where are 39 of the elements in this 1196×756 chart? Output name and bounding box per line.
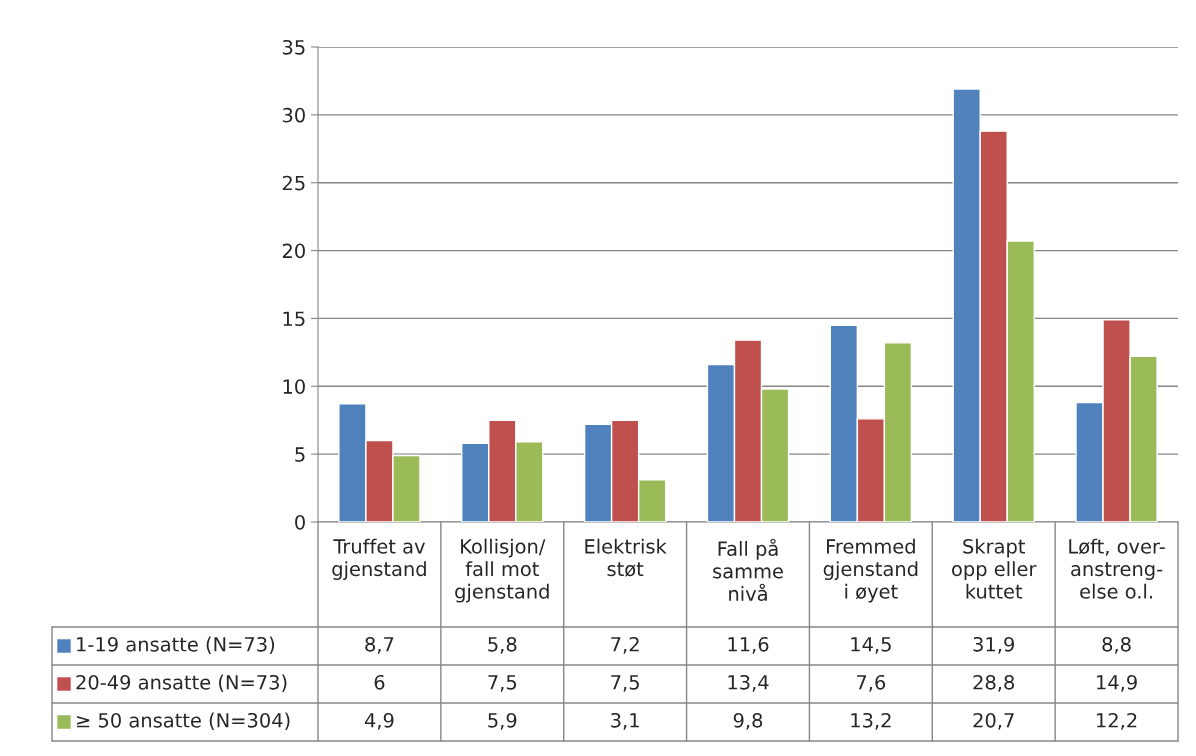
data-label: 5,8 (488, 636, 517, 654)
data-label: 4,9 (364, 712, 394, 730)
y-tick-label: 20 (282, 243, 305, 259)
data-label: 5,9 (488, 712, 517, 730)
data-label: 13,2 (851, 712, 891, 730)
data-label: 6 (374, 674, 385, 690)
y-tick-label: 25 (282, 175, 305, 191)
x-tick-label: Elektrisk støt (585, 538, 667, 577)
data-label: 7,5 (488, 675, 517, 692)
y-tick-label: 15 (283, 311, 305, 327)
legend-label: 1-19 ansatte (N=73) (77, 636, 275, 654)
data-label: 28,8 (973, 674, 1015, 692)
data-label: 31,9 (973, 636, 1014, 654)
y-tick-label: 30 (282, 107, 305, 123)
data-label: 14,9 (1097, 674, 1137, 692)
data-label: 12,2 (1097, 712, 1137, 730)
y-tick-label: 5 (295, 447, 305, 462)
data-label: 14,5 (851, 637, 891, 654)
data-label: 7,2 (611, 636, 639, 654)
data-label: 3,1 (611, 712, 639, 730)
legend-label: ≥ 50 ansatte (N=304) (77, 712, 290, 730)
y-tick-label: 0 (295, 514, 305, 530)
data-label: 9,8 (733, 712, 763, 730)
x-tick-label: Truffet av gjenstand (332, 538, 426, 580)
data-label: 20,7 (973, 712, 1014, 730)
x-tick-label: Løft, over- anstreng- else o.l. (1069, 538, 1165, 599)
x-tick-label: Fremmed gjenstand i øyet (823, 538, 918, 603)
data-label: 7,5 (611, 675, 639, 692)
legend-label: 20-49 ansatte (N=73) (76, 674, 287, 692)
x-tick-label: Kollisjon/ fall mot gjenstand (455, 538, 549, 603)
data-label: 8,8 (1102, 636, 1131, 654)
data-label: 13,4 (728, 674, 769, 692)
y-tick-label: 10 (283, 379, 305, 394)
data-label: 11,6 (728, 636, 769, 654)
y-tick-label: 35 (282, 39, 305, 55)
x-tick-label: Skrapt opp eller kuttet (952, 538, 1037, 599)
data-label: 7,6 (856, 674, 886, 692)
x-tick-label: Fall på samme nivå (713, 538, 783, 602)
data-label: 8,7 (365, 636, 394, 654)
